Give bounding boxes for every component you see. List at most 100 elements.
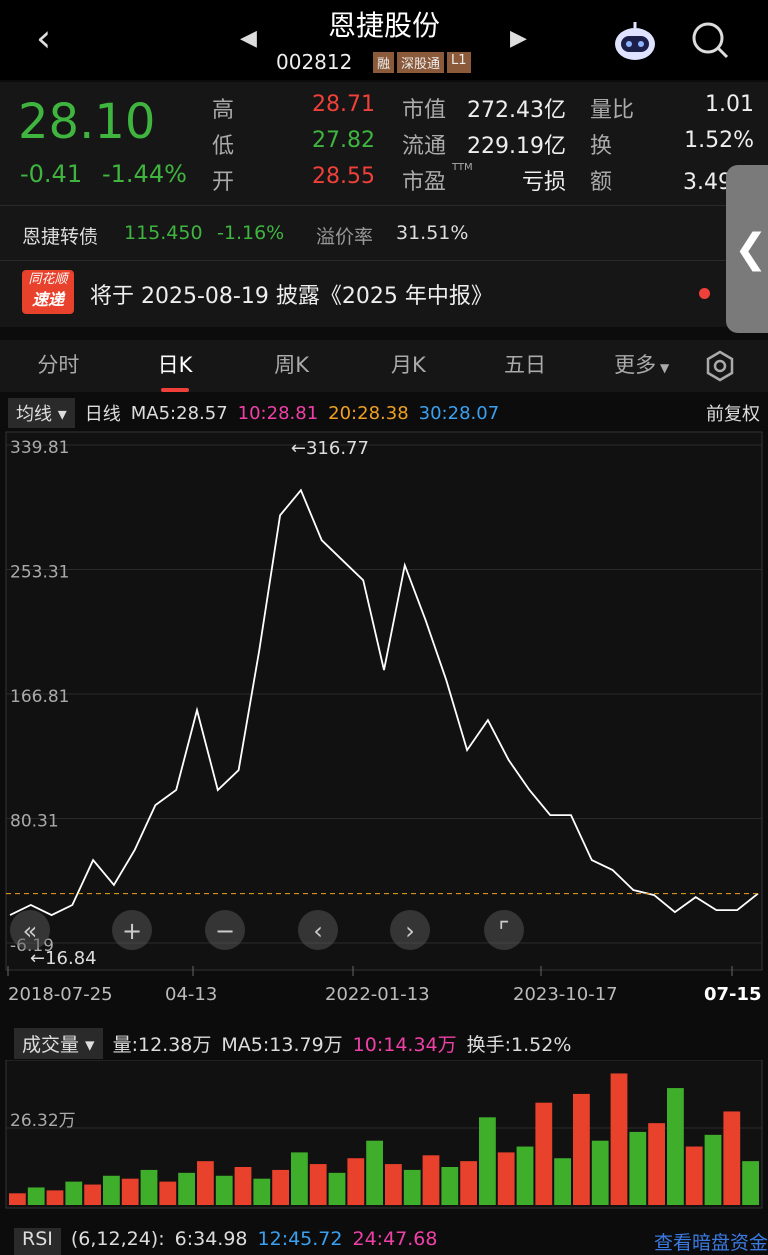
next-stock[interactable]: ▶ (510, 26, 527, 51)
high-label: ←316.77 (291, 438, 369, 459)
bond-name: 恩捷转债 (22, 226, 99, 248)
low-label: ←16.84 (30, 948, 97, 969)
price: 28.10 (18, 94, 156, 150)
quote-label: 流通 (402, 134, 447, 159)
news-text[interactable]: 将于 2025-08-19 披露《2025 年中报》 (90, 284, 493, 309)
volume-bar (9, 1193, 26, 1205)
y-tick-label: 26.32万 (10, 1111, 76, 1131)
control-circle (112, 910, 152, 950)
tag: L1 (447, 52, 471, 73)
rsi-name[interactable]: RSI (14, 1228, 61, 1255)
volume-bar (460, 1161, 477, 1205)
volume-bar (178, 1172, 195, 1205)
quote-value: 1.52% (684, 128, 754, 153)
rsi6: 6:34.98 (174, 1228, 248, 1250)
robot-icon[interactable] (612, 20, 658, 62)
quote-label: 额 (590, 170, 613, 195)
tabs: 分时 日K 周K 月K 五日 更多 ▼ (0, 340, 700, 392)
volume-bar (103, 1175, 120, 1205)
control-icon: « (23, 917, 38, 945)
volume-stat: 换手:1.52% (466, 1034, 572, 1056)
chart-control[interactable]: › (390, 910, 430, 950)
control-icon: + (122, 917, 142, 945)
x-tick-label: 04-13 (165, 984, 217, 1005)
quote-value: 229.19亿 (467, 134, 566, 159)
bond-change: -1.16% (217, 222, 285, 244)
chart-control[interactable]: − (205, 910, 245, 950)
volume-bar (366, 1140, 383, 1205)
volume-bar (46, 1190, 64, 1205)
volume-bar (497, 1152, 515, 1205)
news-dot (699, 288, 710, 299)
quote-label: 换 (590, 134, 613, 159)
volume-bar (328, 1172, 346, 1205)
volume-bar (65, 1181, 83, 1205)
period: 日线 (84, 404, 121, 425)
rsi-link[interactable]: 查看暗盘资金 (653, 1232, 768, 1254)
ma-selector-text: 均线 (16, 404, 52, 425)
badge-text: 速递 (31, 290, 64, 309)
y-tick-label: 80.31 (10, 812, 59, 832)
x-tick-label: 2022-01-13 (325, 984, 430, 1005)
volume-bar (215, 1175, 233, 1205)
volume-bar (441, 1166, 459, 1205)
ma-selector[interactable]: 均线 ▾ (8, 398, 75, 428)
tab[interactable]: 五日 (467, 340, 584, 392)
back-button[interactable]: ‹ (36, 16, 52, 60)
control-circle (390, 910, 430, 950)
tab[interactable]: 日K (117, 340, 234, 392)
prev-stock[interactable]: ◀ (240, 26, 257, 51)
volume-selector[interactable]: 成交量 ▾ (14, 1028, 103, 1059)
tab[interactable]: 分时 (0, 340, 117, 392)
tab[interactable]: 月K (350, 340, 467, 392)
bond-price: 115.450 (124, 222, 203, 244)
divider (0, 205, 768, 206)
change-pct: -1.44% (102, 160, 187, 188)
ma30: 30:28.07 (418, 402, 500, 424)
stock-title: 恩捷股份 (327, 9, 440, 42)
y-tick-label: 253.31 (10, 563, 69, 583)
settings-icon[interactable] (700, 340, 740, 392)
header: ‹ ◀ 恩捷股份 ▶ 002812 融 深股通 L1 (0, 0, 768, 80)
tab[interactable]: 周K (233, 340, 350, 392)
rsi12: 12:45.72 (257, 1228, 343, 1250)
volume-bar (667, 1088, 684, 1205)
tab-bar: 分时 日K 周K 月K 五日 更多 ▼ (0, 340, 768, 392)
premium-label: 溢价率 (316, 226, 374, 248)
control-circle (10, 910, 50, 950)
search-icon[interactable] (690, 20, 730, 60)
chart-control[interactable]: + (112, 910, 152, 950)
adjust[interactable]: 前复权 (706, 404, 760, 425)
volume-chart: 26.32万 (5, 1060, 763, 1209)
quote-value: 28.55 (312, 164, 375, 189)
volume-bar (121, 1178, 139, 1205)
volume-bar (648, 1123, 665, 1205)
price-line (9, 488, 759, 917)
tab[interactable]: 更多 ▼ (583, 340, 700, 392)
control-icon: − (215, 917, 235, 945)
volume-title: 成交量 (22, 1034, 80, 1056)
tab-label: 日K (157, 353, 193, 377)
quote-label: 量比 (590, 98, 635, 123)
quote-label: 高 (212, 98, 235, 123)
chart-control[interactable]: ‹ (298, 910, 338, 950)
volume-bar (140, 1169, 158, 1205)
volume-bar (422, 1155, 440, 1205)
quote-value: 亏损 (521, 170, 566, 195)
y-tick-label: 339.81 (10, 438, 69, 458)
tab-underline (161, 388, 189, 392)
tab-label: 五日 (504, 353, 547, 377)
tab-label: 周K (274, 353, 310, 377)
side-tab[interactable]: ❮ (726, 165, 768, 333)
volume-bar (159, 1181, 177, 1205)
control-circle (205, 910, 245, 950)
volume-bar (610, 1073, 628, 1205)
chart-control[interactable]: ⌜ (484, 910, 524, 950)
volume-bar (554, 1158, 571, 1205)
volume-row: 成交量 ▾ 量:12.38万 MA5:13.79万 10:14.34万 换手:1… (0, 1028, 768, 1059)
chart-control[interactable]: « (10, 910, 50, 950)
volume-stat: 10:14.34万 (352, 1034, 457, 1056)
rsi24: 24:47.68 (352, 1228, 438, 1250)
ma-row: 均线 ▾ 日线 MA5:28.57 10:28.81 20:28.38 30:2… (0, 396, 768, 430)
